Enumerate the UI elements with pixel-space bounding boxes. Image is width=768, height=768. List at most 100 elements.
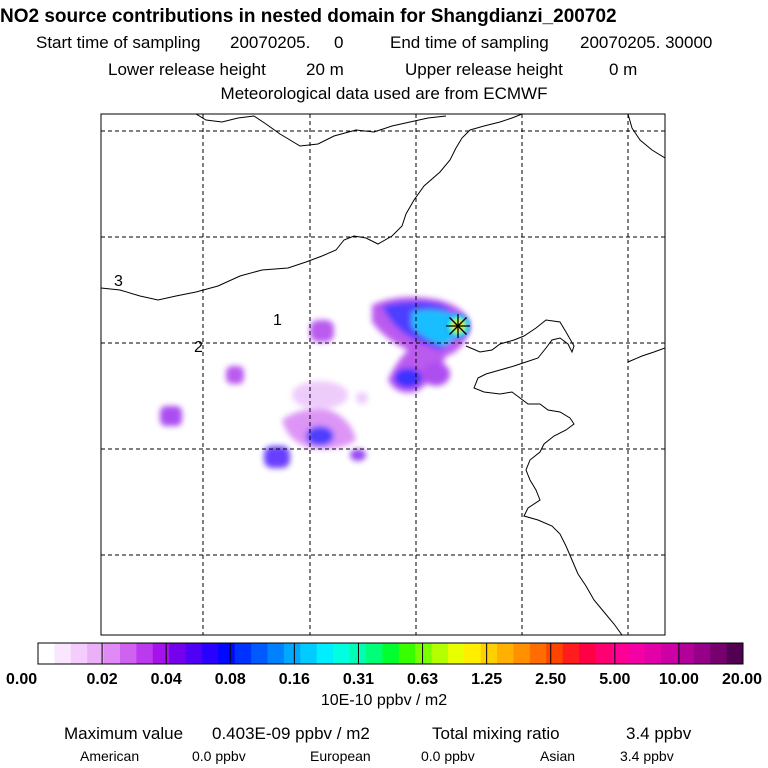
colorbar-swatch [365, 643, 383, 664]
colorbar-swatch [693, 643, 711, 664]
colorbar-frame [37, 642, 744, 665]
northern-border [101, 114, 523, 301]
colorbar-tick-label: 0.08 [215, 671, 246, 688]
plume-south-core [306, 426, 334, 446]
colorbar-swatch [595, 643, 613, 664]
colorbar-tick-label: 5.00 [599, 671, 630, 688]
end-time-label: End time of sampling [390, 33, 549, 52]
colorbar-swatch [119, 643, 137, 664]
colorbar-tick-label: 10.00 [659, 671, 699, 688]
max-value-label: Maximum value [64, 724, 184, 743]
colorbar [37, 642, 744, 665]
patch-2 [226, 366, 244, 384]
colorbar-tick-label: 2.50 [535, 671, 566, 688]
map-frame [100, 113, 666, 636]
island-coast [627, 347, 665, 363]
eastern-coast [465, 319, 623, 635]
colorbar-swatch [497, 643, 514, 664]
colorbar-tick-label: 1.25 [471, 671, 502, 688]
american-value: 0.0 ppbv [192, 748, 246, 764]
lower-height-label: Lower release height [108, 60, 266, 79]
total-mixing-label: Total mixing ratio [432, 724, 560, 743]
colorbar-swatch [562, 643, 580, 664]
colorbar-tick-label: 0.16 [279, 671, 310, 688]
concentration-plumes [160, 296, 471, 468]
colorbar-swatch [70, 643, 88, 664]
colorbar-swatch [529, 643, 547, 664]
colorbar-swatch [54, 643, 72, 664]
colorbar-swatch [169, 643, 186, 664]
colorbar-swatch [349, 643, 367, 664]
colorbar-tick-label: 0.04 [151, 671, 182, 688]
colorbar-swatch [152, 643, 170, 664]
european-value: 0.0 ppbv [421, 748, 475, 764]
map-title: NO2 source contributions in nested domai… [0, 6, 617, 27]
plume-mid-blob [422, 362, 450, 386]
colorbar-swatch [267, 643, 285, 664]
colorbar-swatch [710, 643, 728, 664]
colorbar-swatch [398, 643, 416, 664]
colorbar-swatch [546, 643, 564, 664]
asterisk-star-icon [446, 314, 470, 338]
patch-4 [264, 446, 290, 468]
lower-height-value: 20 m [306, 60, 344, 79]
colorbar-swatch [611, 643, 629, 664]
colorbar-swatch [87, 643, 104, 664]
patch-3 [160, 406, 182, 426]
upper-height-label: Upper release height [405, 60, 563, 79]
colorbar-swatch [38, 643, 55, 664]
total-mixing-value: 3.4 ppbv [626, 724, 692, 743]
upper-height-value: 0 m [609, 60, 638, 79]
colorbar-swatch [661, 643, 678, 664]
upper-right-coast [627, 114, 665, 159]
colorbar-swatch [136, 643, 154, 664]
colorbar-swatch [677, 643, 695, 664]
plume-core [412, 310, 459, 346]
grid-lines [101, 114, 665, 635]
region-label-3: 3 [114, 273, 123, 290]
colorbar-swatch [464, 643, 482, 664]
colorbar-tick-label: 0.00 [6, 671, 37, 688]
colorbar-swatch [251, 643, 268, 664]
european-label: European [310, 748, 371, 764]
asian-value: 3.4 ppbv [620, 748, 674, 764]
max-value: 0.403E-09 ppbv / m2 [212, 724, 370, 743]
american-label: American [80, 748, 140, 764]
colorbar-swatch [185, 643, 203, 664]
colorbar-tick-label: 0.31 [343, 671, 374, 688]
colorbar-swatch [283, 643, 301, 664]
colorbar-tick-label: 0.02 [87, 671, 118, 688]
colorbar-swatch [480, 643, 498, 664]
colorbar-swatch [431, 643, 449, 664]
plume-faint-3 [356, 392, 368, 404]
colorbar-tick-label: 0.63 [407, 671, 438, 688]
plume-faint-1 [292, 381, 348, 409]
colorbar-tick-label: 20.00 [722, 671, 762, 688]
colorbar-swatch [513, 643, 531, 664]
asian-label: Asian [540, 748, 576, 764]
colorbar-swatch [579, 643, 596, 664]
colorbar-swatch [726, 643, 744, 664]
end-time-value: 20070205. 30000 [580, 33, 713, 52]
colorbar-swatch [382, 643, 400, 664]
colorbar-swatch [447, 643, 465, 664]
colorbar-swatch [218, 643, 236, 664]
colorbar-swatch [103, 643, 121, 664]
colorbar-swatch [333, 643, 350, 664]
start-time-value: 20070205. 0 [230, 33, 344, 52]
colorbar-swatch [201, 643, 219, 664]
colorbar-unit: 10E-10 ppbv / m2 [320, 692, 448, 709]
colorbar-swatch [415, 643, 432, 664]
region-label-1: 1 [273, 312, 282, 329]
meteorology-source: Meteorological data used are from ECMWF [220, 84, 548, 103]
colorbar-tick-labels: 0.00 0.02 0.04 0.08 0.16 0.31 0.63 1.25 2.50 5.00… [6, 671, 762, 688]
start-time-label: Start time of sampling [36, 33, 201, 52]
patch-1 [310, 320, 334, 342]
plume-faint-2 [350, 449, 366, 461]
colorbar-swatch [234, 643, 252, 664]
northeast-border [195, 114, 447, 147]
colorbar-swatch [644, 643, 662, 664]
colorbar-swatch [316, 643, 334, 664]
boundary-lines [101, 114, 665, 635]
